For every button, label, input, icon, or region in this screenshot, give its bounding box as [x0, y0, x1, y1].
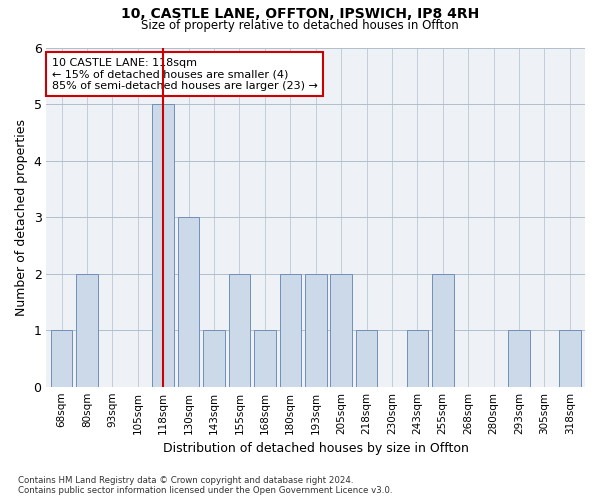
X-axis label: Distribution of detached houses by size in Offton: Distribution of detached houses by size …	[163, 442, 469, 455]
Bar	[508, 330, 530, 386]
Text: Contains HM Land Registry data © Crown copyright and database right 2024.
Contai: Contains HM Land Registry data © Crown c…	[18, 476, 392, 495]
Bar	[178, 217, 199, 386]
Bar	[356, 330, 377, 386]
Text: 10 CASTLE LANE: 118sqm
← 15% of detached houses are smaller (4)
85% of semi-deta: 10 CASTLE LANE: 118sqm ← 15% of detached…	[52, 58, 317, 91]
Bar	[152, 104, 174, 387]
Bar	[331, 274, 352, 386]
Bar	[203, 330, 225, 386]
Bar	[559, 330, 581, 386]
Bar	[407, 330, 428, 386]
Bar	[432, 274, 454, 386]
Bar	[76, 274, 98, 386]
Text: Size of property relative to detached houses in Offton: Size of property relative to detached ho…	[141, 19, 459, 32]
Text: 10, CASTLE LANE, OFFTON, IPSWICH, IP8 4RH: 10, CASTLE LANE, OFFTON, IPSWICH, IP8 4R…	[121, 8, 479, 22]
Bar	[280, 274, 301, 386]
Bar	[254, 330, 275, 386]
Bar	[305, 274, 326, 386]
Bar	[51, 330, 73, 386]
Bar	[229, 274, 250, 386]
Y-axis label: Number of detached properties: Number of detached properties	[15, 118, 28, 316]
